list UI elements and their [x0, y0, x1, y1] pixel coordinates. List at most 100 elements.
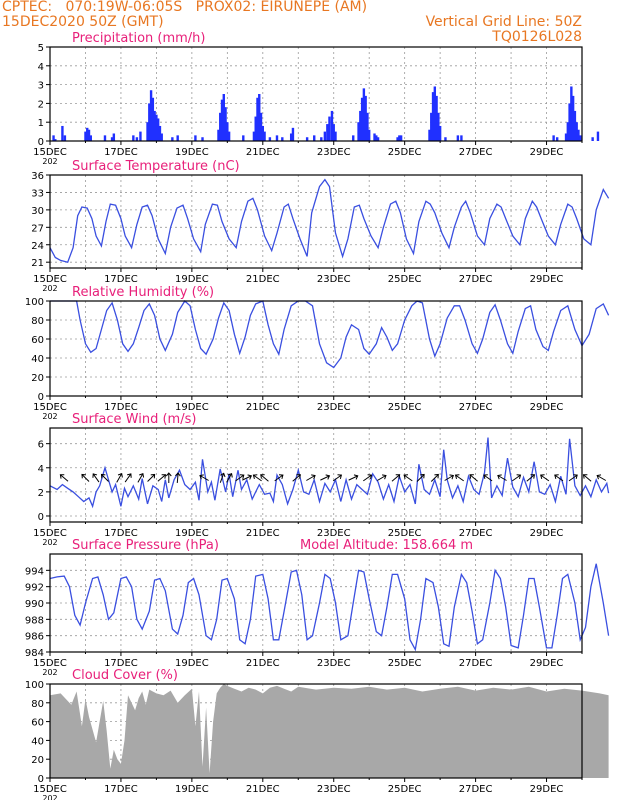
x-year-label: 202 [42, 412, 57, 421]
wind-direction-arrow [444, 474, 455, 481]
wind-direction-arrow [596, 474, 607, 481]
x-tick-label: 23DEC [317, 784, 351, 795]
precip-bar [226, 122, 229, 141]
precip-bar [575, 122, 578, 141]
precip-bar [376, 137, 380, 141]
model-altitude-label: Model Altitude: 158.664 m [300, 538, 473, 553]
precip-bar [313, 135, 316, 141]
precip-bar [555, 137, 559, 141]
precip-bar [263, 131, 266, 141]
x-tick-label: 27DEC [459, 658, 493, 669]
precip-bar [242, 135, 245, 141]
x-tick-label: 21DEC [246, 274, 280, 285]
y-tick-label: 0 [38, 392, 44, 403]
precip-title: Precipitation (mm/h) [72, 31, 205, 46]
wind-direction-arrow [226, 472, 233, 483]
wind-direction-arrow [540, 474, 550, 482]
panel-frame [49, 174, 583, 269]
y-tick-label: 100 [25, 680, 44, 691]
precip-bar [84, 131, 87, 141]
precip-bar [398, 135, 401, 141]
precip-bar [359, 110, 362, 141]
precip-bar [220, 99, 224, 141]
cloud-panel: 0 20 40 60 80 100 15DEC 17DEC 19DEC 21DEC 23DEC 25D… [25, 668, 609, 800]
precip-bar [360, 97, 364, 141]
x-tick-label: 15DEC [33, 528, 67, 539]
precip-bar [444, 137, 447, 141]
x-tick-label: 21DEC [246, 784, 280, 795]
wind-direction-arrow [377, 474, 387, 481]
y-tick-label: 4 [38, 62, 44, 73]
precip-bar [132, 135, 135, 141]
vertical-grid-note: Vertical Grid Line: 50Z [425, 14, 582, 30]
wind-direction-arrow [199, 474, 209, 481]
y-tick-label: 33 [31, 188, 44, 199]
precip-bar [146, 122, 149, 141]
x-tick-label: 21DEC [246, 402, 280, 413]
precip-bar [326, 124, 329, 141]
x-tick-label: 19DEC [175, 402, 209, 413]
precip-bar [139, 131, 142, 141]
wind-direction-arrow [274, 474, 284, 482]
y-tick-label: 27 [31, 223, 44, 234]
wind-direction-arrow [175, 472, 181, 484]
precip-bar [433, 86, 437, 141]
x-tick-label: 17DEC [104, 147, 138, 158]
chart-header: CPTEC: 070:19W-06:05S PROX02: EIRUNEPE (… [0, 0, 618, 46]
precip-bar [573, 110, 577, 141]
precip-bar [148, 103, 151, 141]
wind-direction-arrow [116, 472, 123, 483]
pres-title: Surface Pressure (hPa) [72, 538, 219, 553]
y-tick-label: 80 [31, 316, 44, 327]
x-tick-label: 19DEC [175, 147, 209, 158]
y-tick-label: 988 [25, 615, 44, 626]
precip-bar [227, 131, 231, 141]
y-tick-label: 80 [31, 699, 44, 710]
x-tick-label: 15DEC [33, 274, 67, 285]
x-tick-label: 19DEC [175, 528, 209, 539]
precip-bar [261, 125, 264, 141]
x-tick-label: 27DEC [459, 402, 493, 413]
panel-frame [49, 427, 583, 523]
y-tick-label: 4 [38, 464, 44, 475]
wind-direction-arrow [235, 474, 245, 482]
precip-bar [566, 122, 570, 141]
x-year-label: 202 [42, 538, 57, 547]
x-tick-label: 29DEC [530, 528, 564, 539]
x-year-label: 202 [42, 284, 57, 293]
y-tick-label: 992 [25, 583, 44, 594]
precip-bar [86, 127, 89, 141]
x-tick-label: 19DEC [175, 784, 209, 795]
x-tick-label: 29DEC [530, 402, 564, 413]
precip-bar [568, 103, 571, 141]
precip-bar [577, 129, 580, 141]
cloud-cover-area [50, 684, 609, 778]
x-tick-label: 23DEC [317, 402, 351, 413]
wind-direction-arrow [526, 474, 536, 482]
x-tick-label: 25DEC [388, 402, 422, 413]
precip-bar [275, 135, 279, 141]
y-tick-label: 984 [25, 648, 44, 659]
rh-panel: 0 20 40 60 80 100 15DEC 17DEC 19DEC 21DEC 23DEC 25D… [25, 285, 610, 421]
wind-title: Surface Wind (m/s) [72, 412, 196, 427]
x-tick-label: 17DEC [104, 402, 138, 413]
wind-panel: 0 2 4 6 15DEC 17DEC 19DEC 21DEC 23DEC 25DEC 27DEC 2… [33, 412, 610, 547]
precip-bar [430, 112, 433, 141]
y-tick-label: 994 [25, 566, 44, 577]
x-tick-label: 29DEC [530, 147, 564, 158]
wind-direction-arrow [483, 474, 493, 482]
precip-bar [323, 131, 327, 141]
precip-bar [579, 135, 582, 141]
wind-direction-arrow [403, 474, 413, 482]
precip-bar [219, 112, 222, 141]
x-tick-label: 23DEC [317, 528, 351, 539]
x-tick-label: 25DEC [388, 658, 422, 669]
wind-direction-arrow [147, 473, 156, 482]
x-tick-label: 27DEC [459, 147, 493, 158]
x-year-label: 202 [42, 668, 57, 677]
x-tick-label: 27DEC [459, 784, 493, 795]
wind-direction-arrow [292, 474, 301, 482]
precip-bar [252, 131, 256, 141]
precip-bar [54, 139, 57, 141]
wind-direction-arrow [320, 474, 331, 481]
